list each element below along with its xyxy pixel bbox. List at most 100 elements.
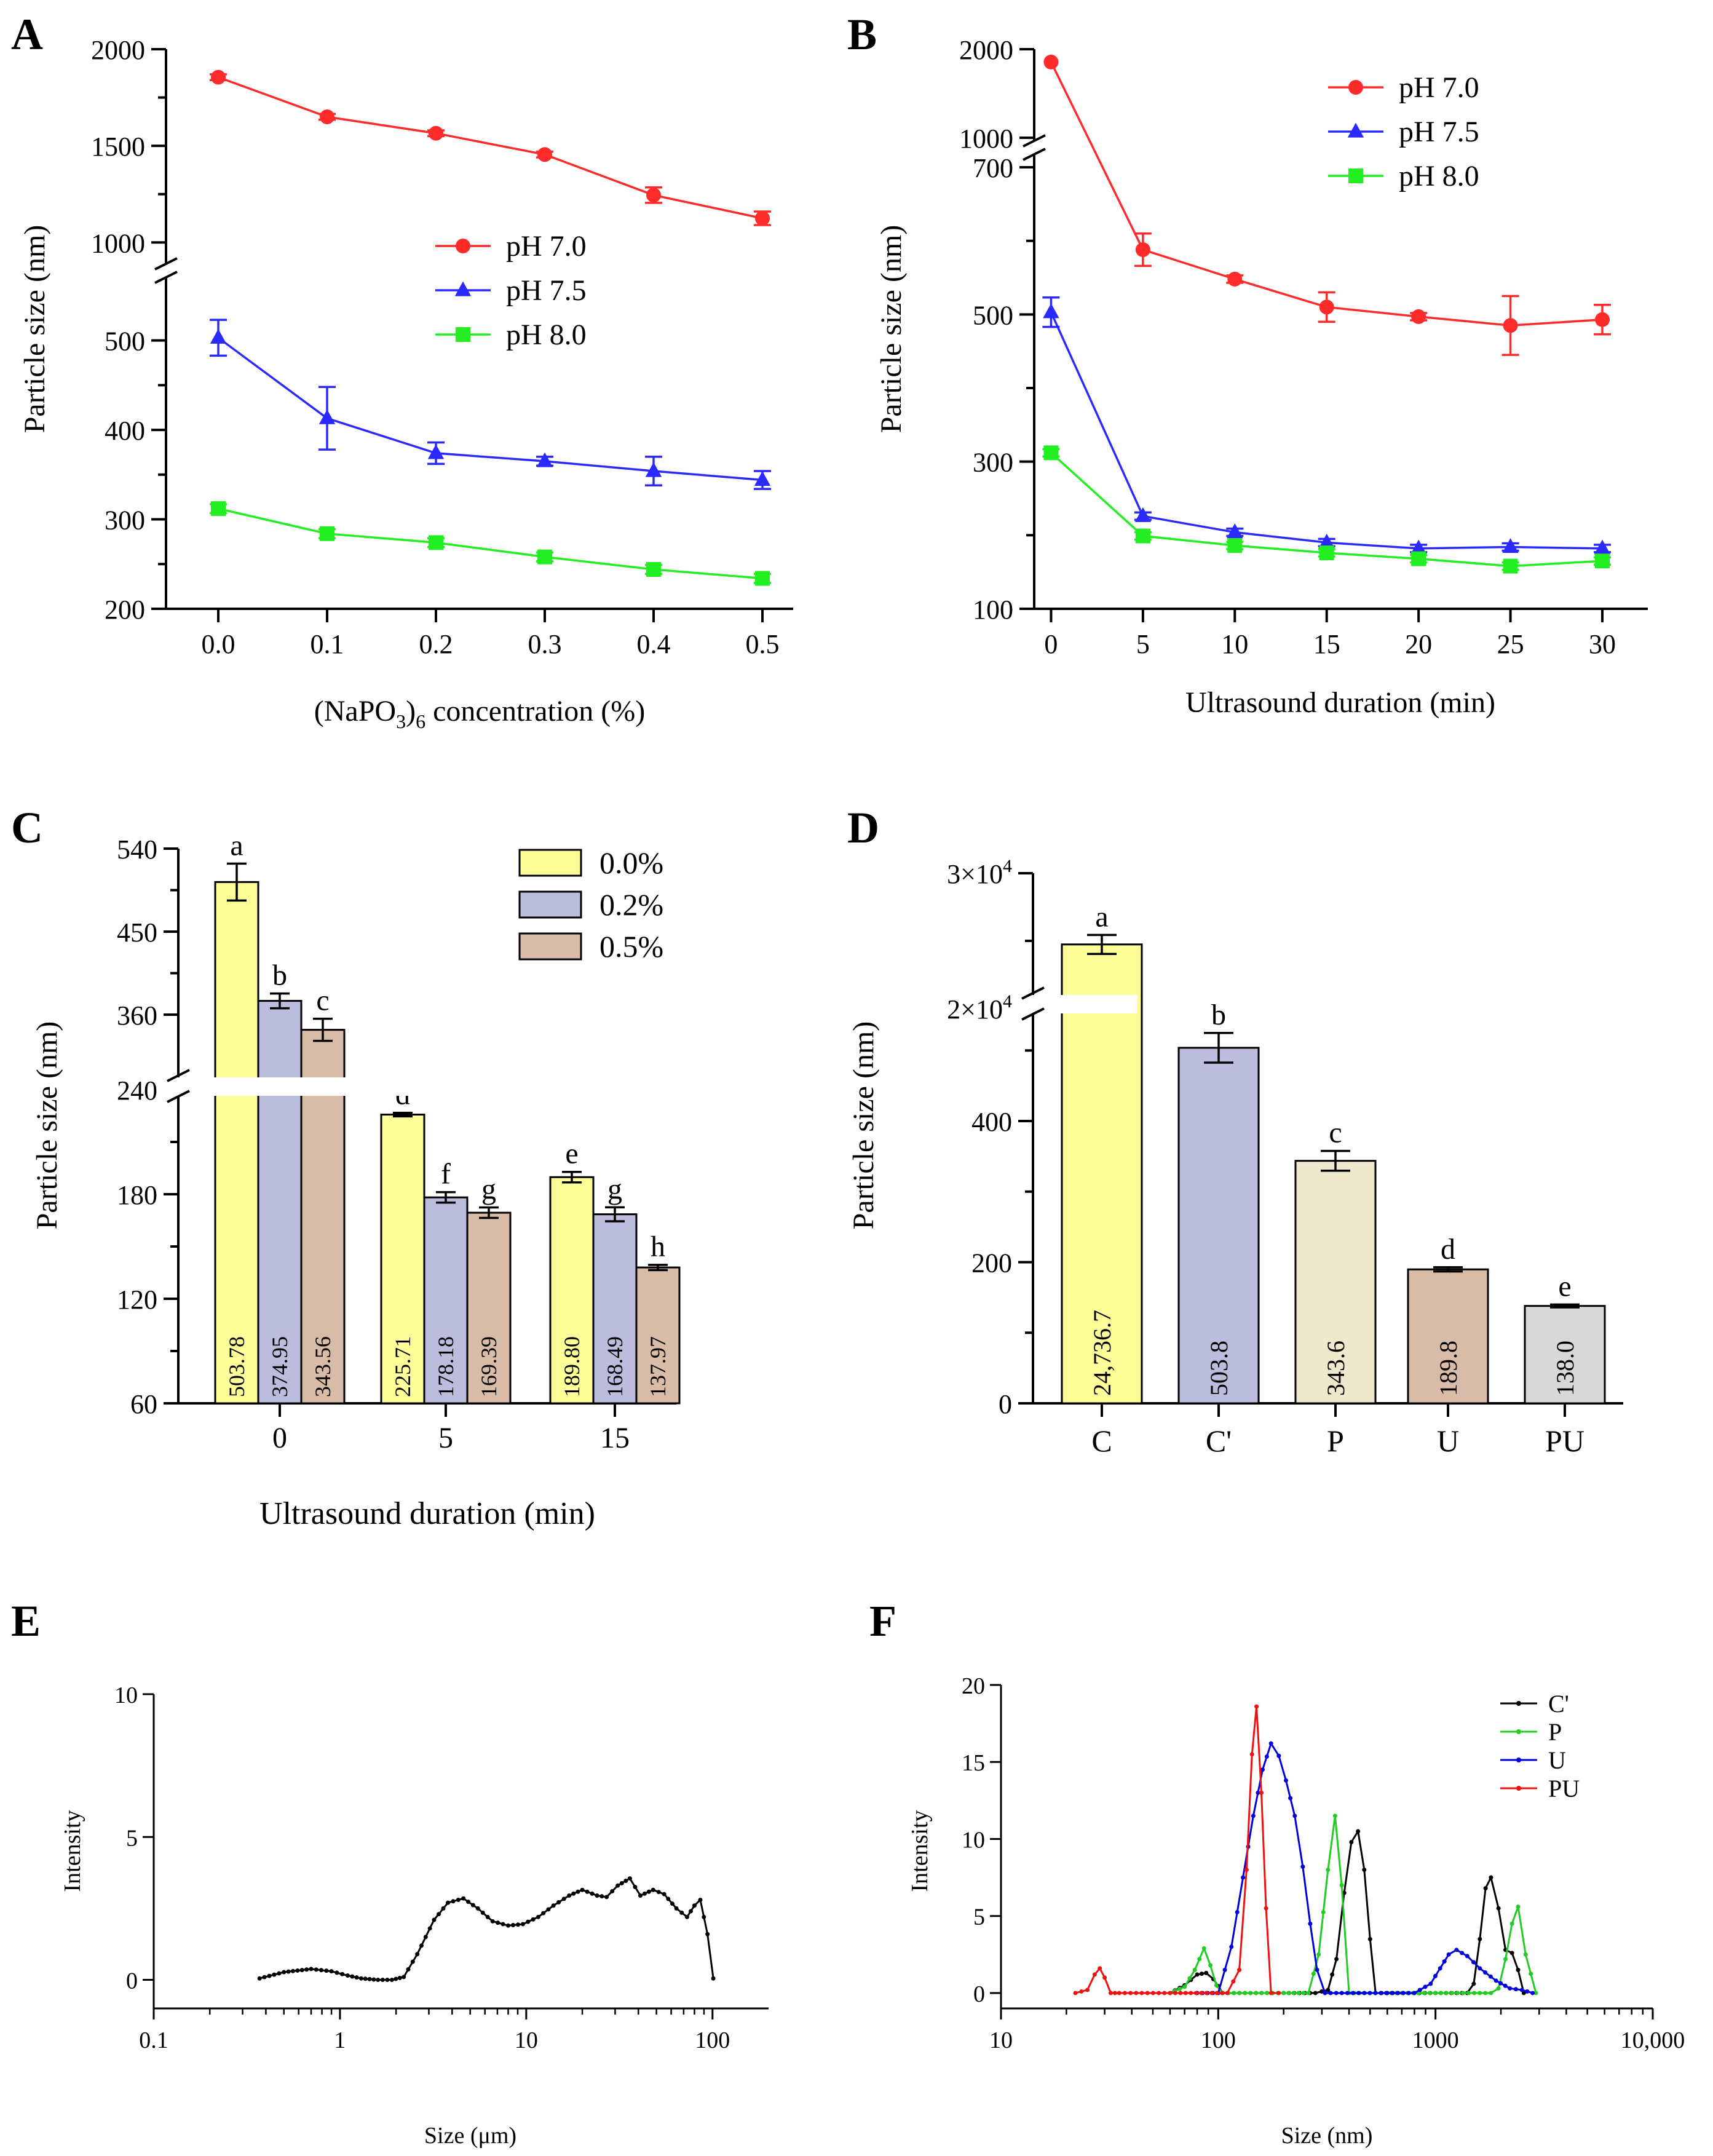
y-tick-label: 20 bbox=[962, 1673, 985, 1699]
data-point bbox=[1401, 1991, 1406, 1995]
y-tick-label: 1000 bbox=[959, 124, 1013, 154]
x-tick-label: 10 bbox=[989, 2027, 1013, 2053]
data-point bbox=[1177, 1986, 1182, 1991]
data-point bbox=[1243, 1991, 1248, 1995]
data-point bbox=[1483, 1991, 1488, 1995]
data-point bbox=[537, 549, 552, 565]
bar-value-label: 178.18 bbox=[433, 1336, 458, 1397]
data-point bbox=[1410, 539, 1427, 555]
data-point bbox=[521, 1922, 526, 1927]
data-point bbox=[1417, 1988, 1422, 1992]
data-point bbox=[1449, 1991, 1454, 1995]
data-point bbox=[1283, 1778, 1288, 1783]
data-point bbox=[1595, 553, 1610, 569]
data-point bbox=[1502, 538, 1519, 553]
data-point bbox=[1411, 551, 1426, 566]
x-tick-label: 25 bbox=[1497, 629, 1524, 659]
data-point bbox=[1288, 1796, 1293, 1801]
bar-value-label: 24,736.7 bbox=[1088, 1310, 1116, 1396]
y-tick-label: 10 bbox=[114, 1682, 138, 1708]
data-point bbox=[1321, 1909, 1326, 1914]
series-pH-7_5 bbox=[210, 319, 771, 490]
data-point bbox=[1134, 507, 1152, 522]
data-point bbox=[684, 1914, 689, 1919]
error-bar bbox=[393, 1111, 413, 1118]
data-point bbox=[340, 1972, 345, 1976]
data-point bbox=[320, 109, 334, 124]
data-point bbox=[1073, 1991, 1078, 1995]
data-point bbox=[1235, 1909, 1240, 1914]
data-point bbox=[1209, 1991, 1214, 1995]
legend-marker bbox=[1516, 1701, 1521, 1706]
error-bar bbox=[436, 1191, 456, 1204]
data-point bbox=[1192, 1967, 1197, 1972]
bar bbox=[380, 1113, 425, 1405]
legend-label: pH 8.0 bbox=[1399, 160, 1479, 192]
data-point bbox=[1214, 1991, 1219, 1995]
data-point bbox=[595, 1893, 599, 1898]
data-point bbox=[1362, 1991, 1367, 1995]
series-line bbox=[1075, 1706, 1279, 1994]
data-point bbox=[1187, 1976, 1192, 1981]
data-point bbox=[1227, 271, 1243, 287]
data-point bbox=[427, 444, 445, 459]
axis-break-slash bbox=[1023, 134, 1046, 148]
significance-letter: g bbox=[607, 1173, 622, 1205]
data-point bbox=[1395, 1991, 1400, 1995]
legend-label: pH 7.5 bbox=[506, 274, 587, 307]
data-point bbox=[1332, 1813, 1337, 1818]
series-line bbox=[218, 507, 763, 580]
data-point bbox=[1472, 1991, 1477, 1995]
data-point bbox=[1249, 1752, 1254, 1757]
significance-letter: c bbox=[1329, 1117, 1342, 1149]
data-point bbox=[437, 1912, 441, 1917]
data-point bbox=[1478, 1991, 1482, 1995]
data-point bbox=[1367, 1991, 1372, 1995]
panel-A: 200 300 400 500 1000 1500 2000 0.0 0.1 0.2 0.3 0.4 0… bbox=[18, 35, 793, 732]
significance-letter: a bbox=[230, 829, 243, 862]
data-point bbox=[1442, 1959, 1447, 1964]
series-pH-8_0 bbox=[1042, 445, 1611, 574]
data-point bbox=[1478, 1966, 1482, 1971]
data-point bbox=[1173, 1991, 1177, 1995]
bar bbox=[635, 1266, 681, 1405]
legend-marker bbox=[454, 281, 472, 296]
data-point bbox=[1508, 1986, 1513, 1991]
data-point bbox=[367, 1976, 372, 1981]
data-point bbox=[451, 1899, 456, 1904]
y-tick-label: 300 bbox=[105, 505, 145, 536]
data-point bbox=[610, 1889, 615, 1894]
data-point bbox=[461, 1896, 466, 1901]
panel-label-F: F bbox=[869, 1596, 896, 1646]
y-tick-label: 200 bbox=[105, 595, 145, 625]
legend-label: PU bbox=[1548, 1775, 1580, 1802]
data-point bbox=[211, 69, 226, 85]
data-point bbox=[394, 1976, 398, 1981]
data-point bbox=[1384, 1991, 1389, 1995]
panel-F: 0 5 10 15 20 10 100 1000 10,000 Size (nm) Intensit… bbox=[907, 1673, 1685, 2149]
data-point bbox=[432, 1917, 437, 1922]
data-point bbox=[1529, 1972, 1533, 1976]
data-point bbox=[1461, 1991, 1466, 1995]
data-point bbox=[1455, 1991, 1460, 1995]
data-point bbox=[496, 1920, 500, 1925]
data-point bbox=[1220, 1991, 1225, 1995]
error-bar bbox=[313, 1017, 333, 1042]
data-point bbox=[446, 1900, 451, 1905]
panel-C: 60 120 180 240 360 450 540 0 a 503.78 b 374.95 c 343.… bbox=[31, 829, 681, 1531]
significance-letter: c bbox=[316, 985, 329, 1017]
legend-label: pH 7.5 bbox=[1399, 116, 1479, 148]
data-point bbox=[1134, 1991, 1139, 1995]
data-point bbox=[1251, 1813, 1256, 1818]
data-point bbox=[466, 1900, 471, 1904]
data-point bbox=[711, 1976, 716, 1981]
legend-marker bbox=[1516, 1786, 1521, 1791]
panel-label-B: B bbox=[847, 10, 877, 59]
y-tick-label: 700 bbox=[973, 153, 1013, 183]
data-point bbox=[1513, 1987, 1518, 1992]
data-point bbox=[1323, 1991, 1327, 1995]
data-point bbox=[1519, 1988, 1524, 1992]
data-point bbox=[1349, 1839, 1354, 1844]
